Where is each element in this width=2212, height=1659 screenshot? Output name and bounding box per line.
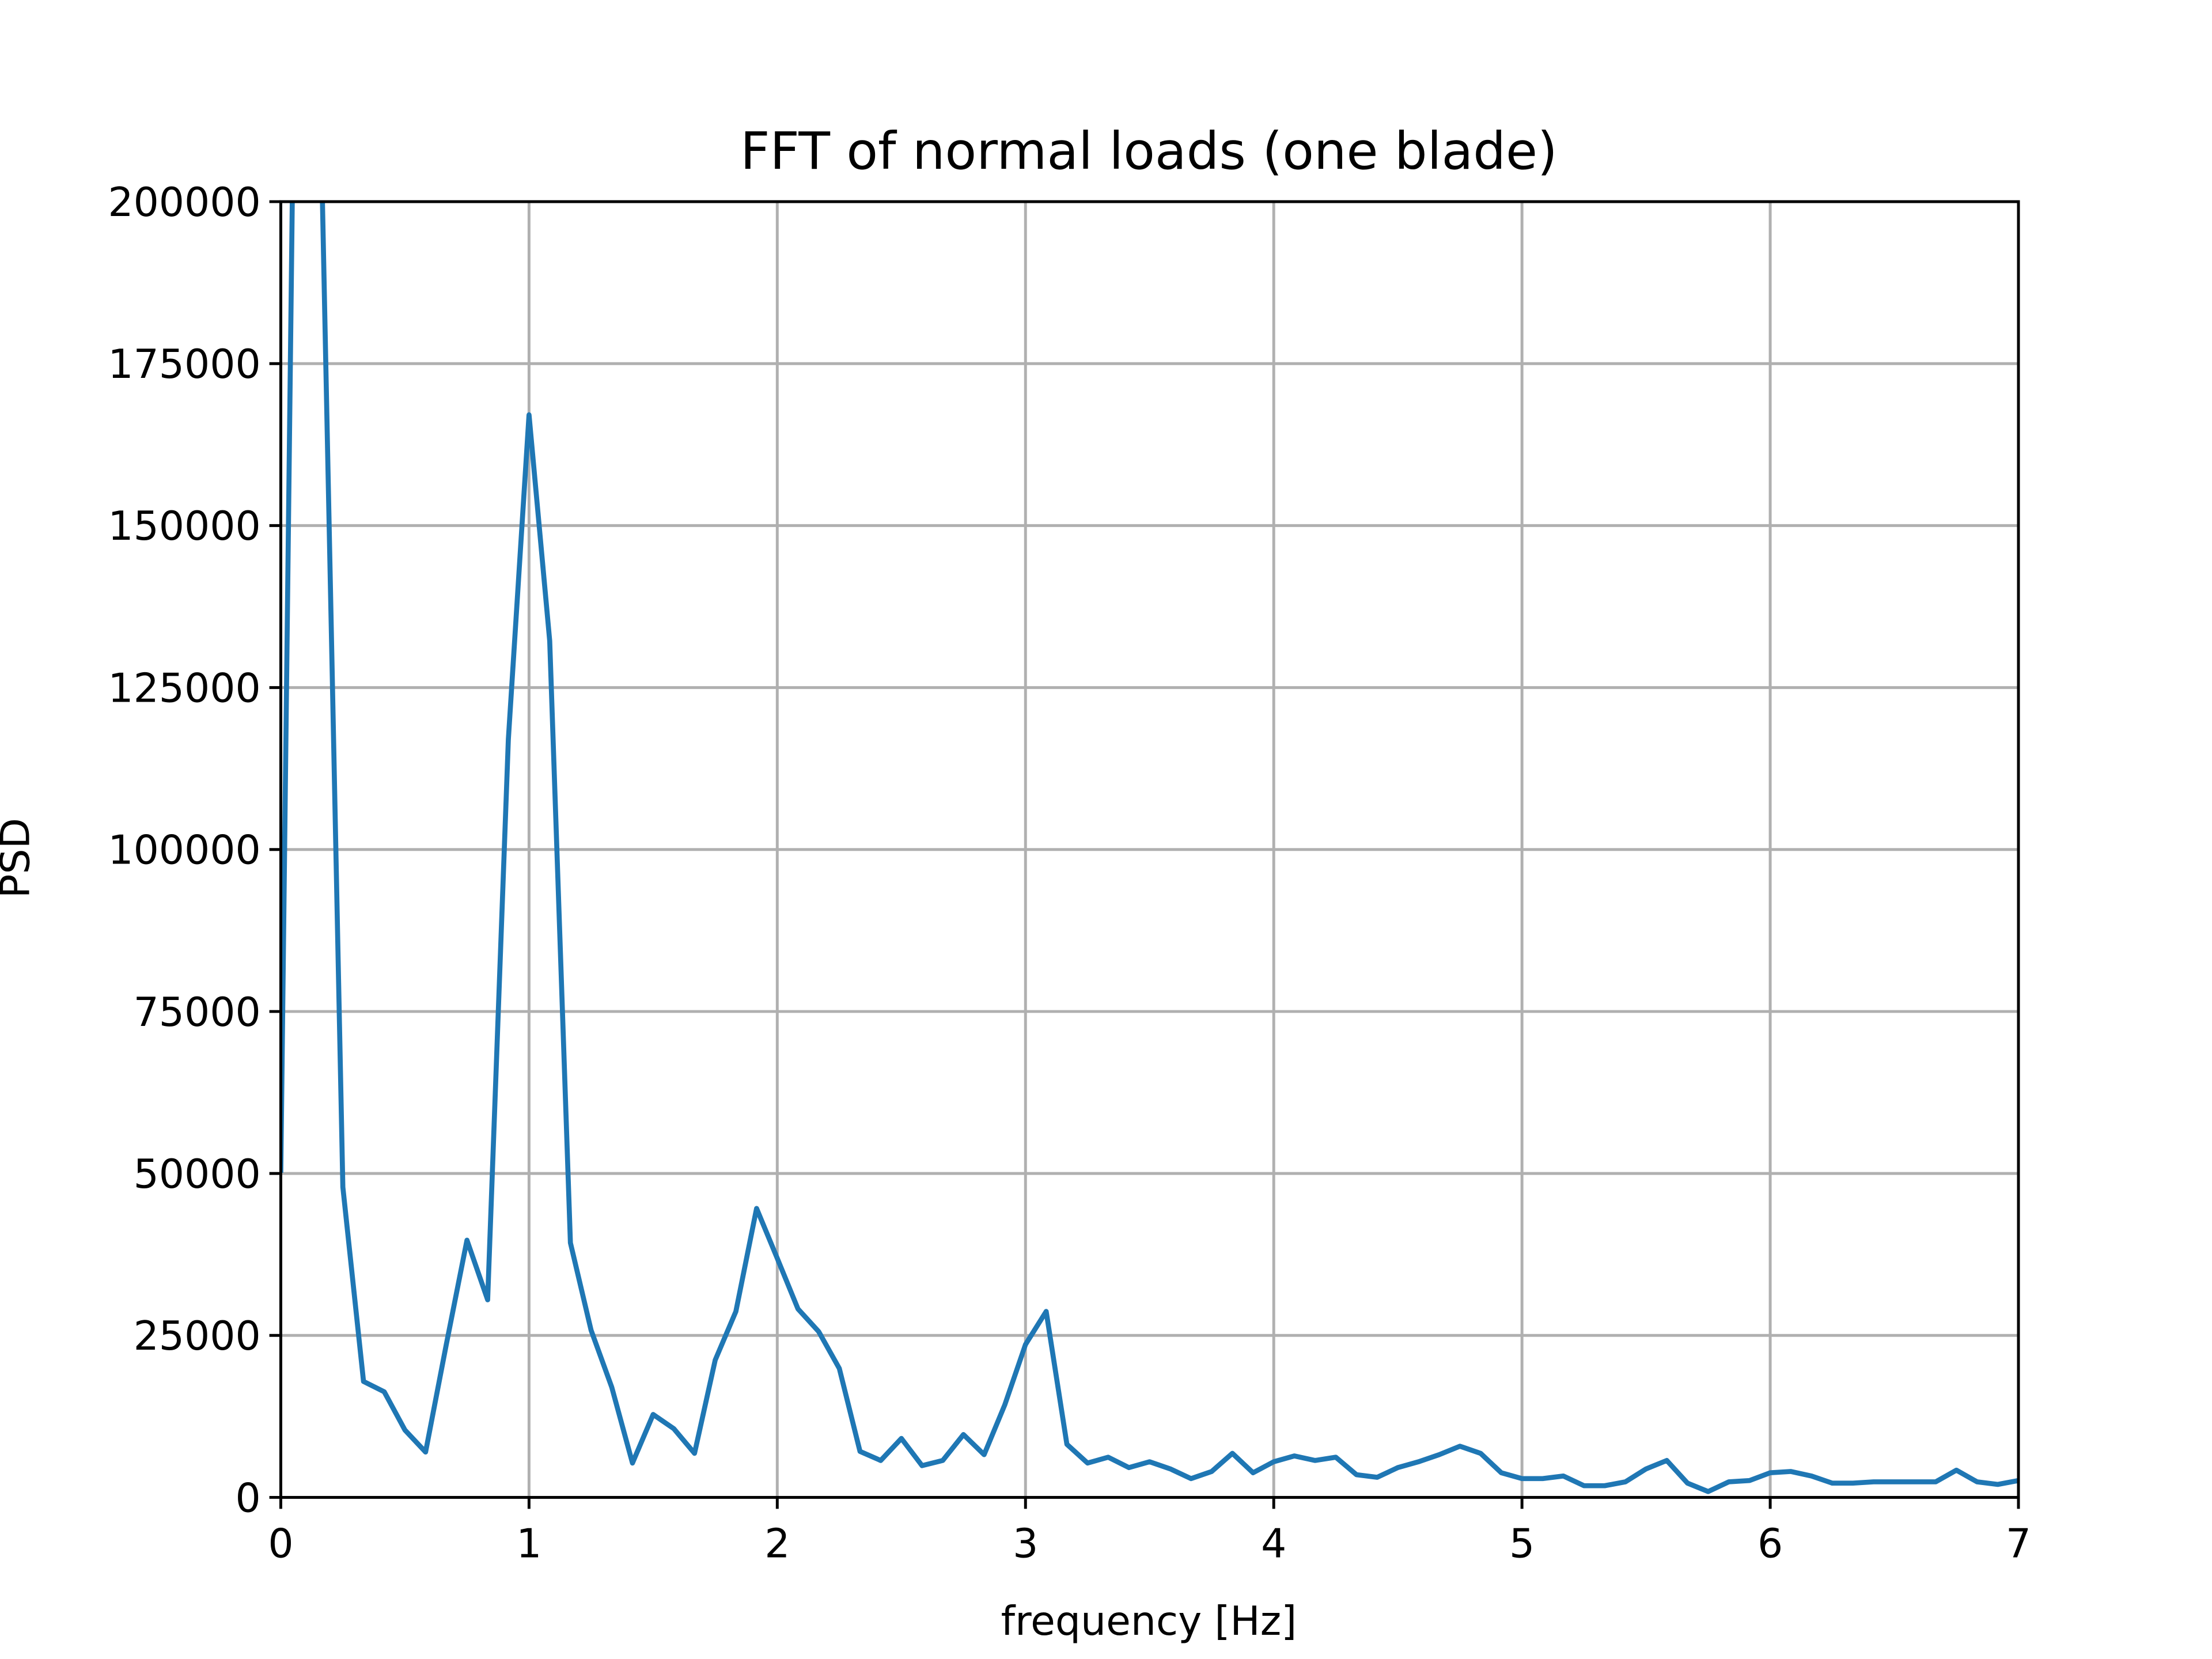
- x-tick-label: 5: [1509, 1521, 1535, 1567]
- x-tick-label: 4: [1261, 1521, 1286, 1567]
- chart-title: FFT of normal loads (one blade): [740, 122, 1558, 181]
- y-tick-label: 175000: [108, 341, 260, 388]
- y-tick-label: 100000: [108, 827, 260, 874]
- x-tick-label: 7: [2006, 1521, 2031, 1567]
- y-axis-label: PSD: [0, 818, 39, 899]
- y-tick-label: 125000: [108, 665, 260, 711]
- y-tick-label: 75000: [134, 989, 261, 1036]
- x-tick-label: 3: [1013, 1521, 1038, 1567]
- x-tick-label: 2: [764, 1521, 790, 1567]
- data-line: [281, 202, 2019, 1494]
- y-tick-label: 25000: [134, 1313, 261, 1359]
- x-tick-label: 0: [268, 1521, 293, 1567]
- x-tick-label: 6: [1758, 1521, 1783, 1567]
- y-tick-label: 50000: [134, 1151, 261, 1198]
- x-axis-label: frequency [Hz]: [1001, 1598, 1297, 1645]
- y-tick-label: 200000: [108, 179, 260, 226]
- x-tick-label: 1: [516, 1521, 541, 1567]
- plot-frame: [279, 200, 2020, 1499]
- y-tick-label: 150000: [108, 503, 260, 550]
- y-tick-label: 0: [235, 1475, 260, 1521]
